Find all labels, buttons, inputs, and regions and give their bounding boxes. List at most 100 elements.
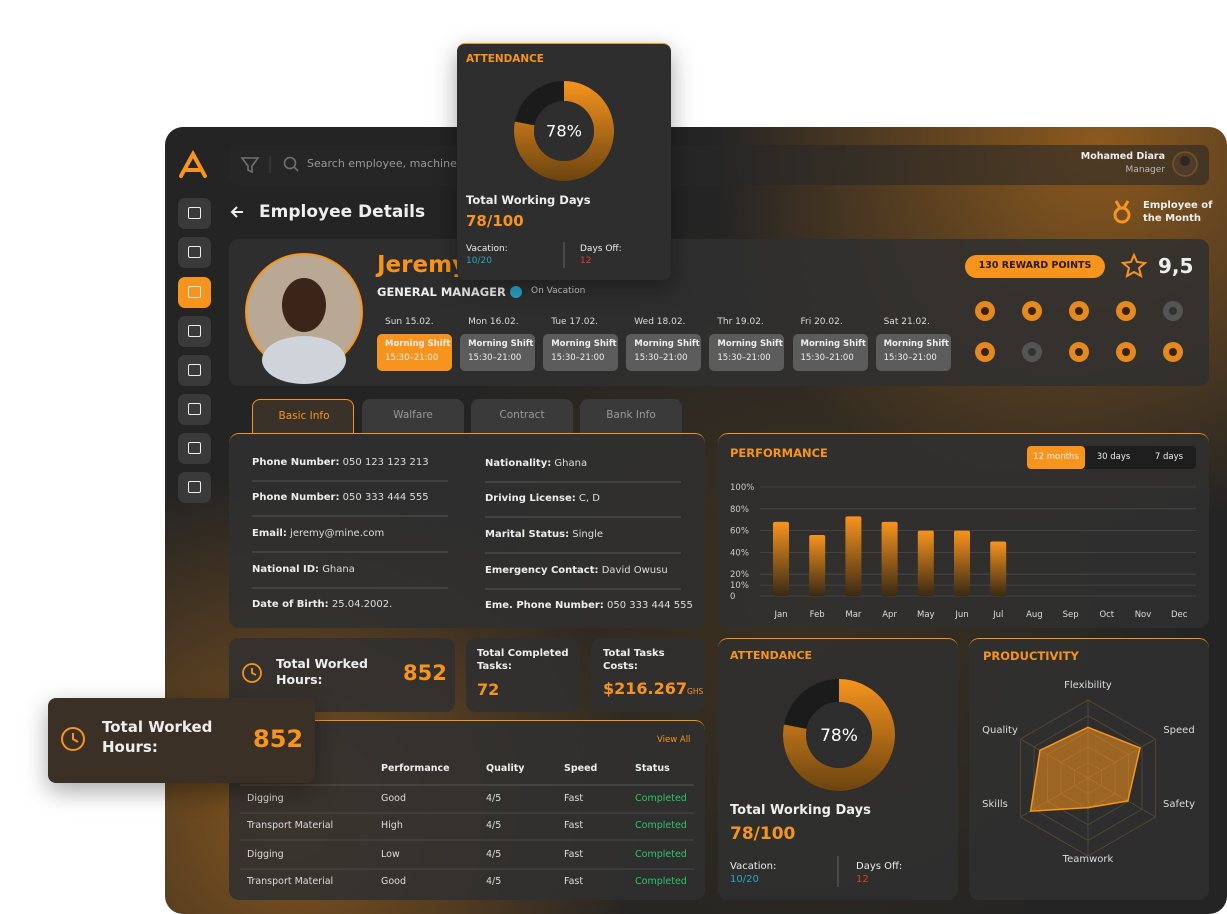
info-label: Driving License: — [485, 493, 576, 504]
card — [229, 433, 705, 628]
sidebar-button[interactable] — [178, 472, 211, 503]
info-row: Date of Birth: 25.04.2002. — [252, 598, 392, 611]
sidebar-icon — [188, 364, 201, 376]
filter-button[interactable]: 30 days — [1085, 446, 1142, 469]
table-cell: Completed — [635, 875, 687, 887]
info-label: Marital Status: — [485, 529, 570, 540]
filter-button[interactable]: 7 days — [1142, 446, 1196, 469]
table-cell: Low — [381, 848, 400, 860]
stat-value: 852 — [403, 661, 447, 686]
info-row: Driving License: C, D — [485, 492, 600, 505]
vacation-label: Vacation: — [730, 860, 777, 872]
table-cell: 4/5 — [486, 792, 502, 804]
sidebar-icon — [188, 442, 201, 454]
reward-button[interactable]: 130 REWARD POINTS — [965, 255, 1105, 278]
days-off-label: Days Off: — [856, 860, 903, 872]
shift-box[interactable] — [460, 334, 536, 371]
info-label: Email: — [252, 528, 287, 539]
cost-unit: GHS — [687, 687, 704, 696]
table-cell: Completed — [635, 848, 687, 860]
table-cell: Fast — [564, 819, 584, 831]
days-label: Total Working Days — [466, 192, 591, 207]
tab-label: Bank Info — [606, 409, 656, 422]
search-input[interactable]: Search employee, machine... — [307, 156, 468, 170]
vacation-value: 10/20 — [730, 873, 759, 885]
rating: 9,5 — [1158, 254, 1194, 278]
info-label: National ID: — [252, 564, 319, 575]
shift-box[interactable] — [377, 334, 452, 371]
table-cell: Transport Material — [247, 819, 334, 831]
shift-day: Wed 18.02. — [634, 317, 686, 328]
shift-box[interactable] — [709, 334, 785, 371]
shift-box[interactable] — [543, 334, 619, 371]
stat-label: Total Worked Hours: — [276, 656, 368, 688]
table-cell: Digging — [247, 792, 284, 804]
stat-value: 852 — [253, 725, 304, 754]
stat-value: $216.267GHS — [603, 679, 703, 700]
sidebar-button[interactable] — [178, 394, 211, 425]
tab[interactable]: Basic Info — [252, 399, 354, 435]
info-value: Ghana — [322, 564, 355, 575]
shift-time: 15:30–21:00 — [468, 353, 522, 364]
stat-label: Total Worked Hours: — [102, 718, 213, 756]
filter-label: 30 days — [1096, 451, 1131, 462]
sidebar-icon — [188, 207, 201, 219]
page-title: Employee Details — [259, 201, 426, 222]
sidebar-button[interactable] — [178, 237, 211, 268]
info-row: Marital Status: Single — [485, 528, 603, 541]
info-value: jeremy@mine.com — [290, 528, 385, 539]
shift-time: 15:30–21:00 — [883, 353, 937, 364]
info-value: David Owusu — [601, 565, 668, 576]
table-cell: Fast — [564, 792, 584, 804]
view-all-link[interactable]: View All — [657, 735, 691, 746]
cost-value: $216.267 — [603, 679, 688, 698]
info-label: Date of Birth: — [252, 599, 329, 610]
shift-box[interactable] — [792, 334, 868, 371]
days-off-label: Days Off: — [580, 244, 622, 255]
info-value: C, D — [578, 493, 600, 504]
user-role: Manager — [1125, 165, 1165, 176]
reward-points: 130 REWARD POINTS — [978, 260, 1092, 272]
sidebar-button[interactable] — [178, 433, 211, 464]
table-cell: Fast — [564, 875, 584, 887]
shift-name: Morning Shift — [551, 339, 617, 350]
info-row: Email: jeremy@mine.com — [252, 527, 384, 540]
vacation-label: Vacation: — [466, 244, 508, 255]
sidebar-button[interactable] — [178, 277, 211, 308]
sidebar-button[interactable] — [178, 355, 211, 386]
table-cell: Completed — [635, 792, 687, 804]
sidebar-button[interactable] — [178, 316, 211, 347]
tab[interactable]: Bank Info — [580, 399, 682, 435]
days-value: 78/100 — [730, 823, 796, 844]
vacation-value: 10/20 — [466, 256, 492, 267]
days-label: Total Working Days — [730, 802, 871, 818]
shift-day: Mon 16.02. — [468, 317, 519, 328]
tab[interactable]: Walfare — [362, 399, 464, 435]
sidebar-icon — [188, 403, 201, 415]
days-off-value: 12 — [856, 873, 869, 885]
days-value: 78/100 — [466, 212, 524, 231]
info-value: 050 333 444 555 — [342, 492, 429, 503]
shift-box[interactable] — [875, 334, 951, 371]
card — [969, 638, 1209, 900]
table-cell: Digging — [247, 848, 284, 860]
popup-card — [48, 698, 315, 783]
tab[interactable]: Contract — [471, 399, 573, 435]
info-row: National ID: Ghana — [252, 563, 355, 576]
info-label: Emergency Contact: — [485, 565, 599, 576]
shift-name: Morning Shift — [468, 339, 534, 350]
shift-box[interactable] — [626, 334, 702, 371]
sidebar-button[interactable] — [178, 198, 211, 229]
shift-time: 15:30–21:00 — [800, 353, 854, 364]
stat-label: Total Tasks Costs: — [603, 648, 665, 672]
shift-day: Thr 19.02. — [717, 317, 764, 328]
card-title: PERFORMANCE — [730, 445, 828, 460]
filter-button[interactable]: 12 months — [1027, 446, 1085, 469]
info-value: Single — [572, 529, 604, 540]
tab-label: Walfare — [393, 409, 433, 422]
sidebar-icon — [188, 286, 201, 298]
sidebar-icon — [188, 246, 201, 258]
top-bar — [229, 145, 1209, 185]
employee-name: Jeremy — [377, 252, 468, 279]
